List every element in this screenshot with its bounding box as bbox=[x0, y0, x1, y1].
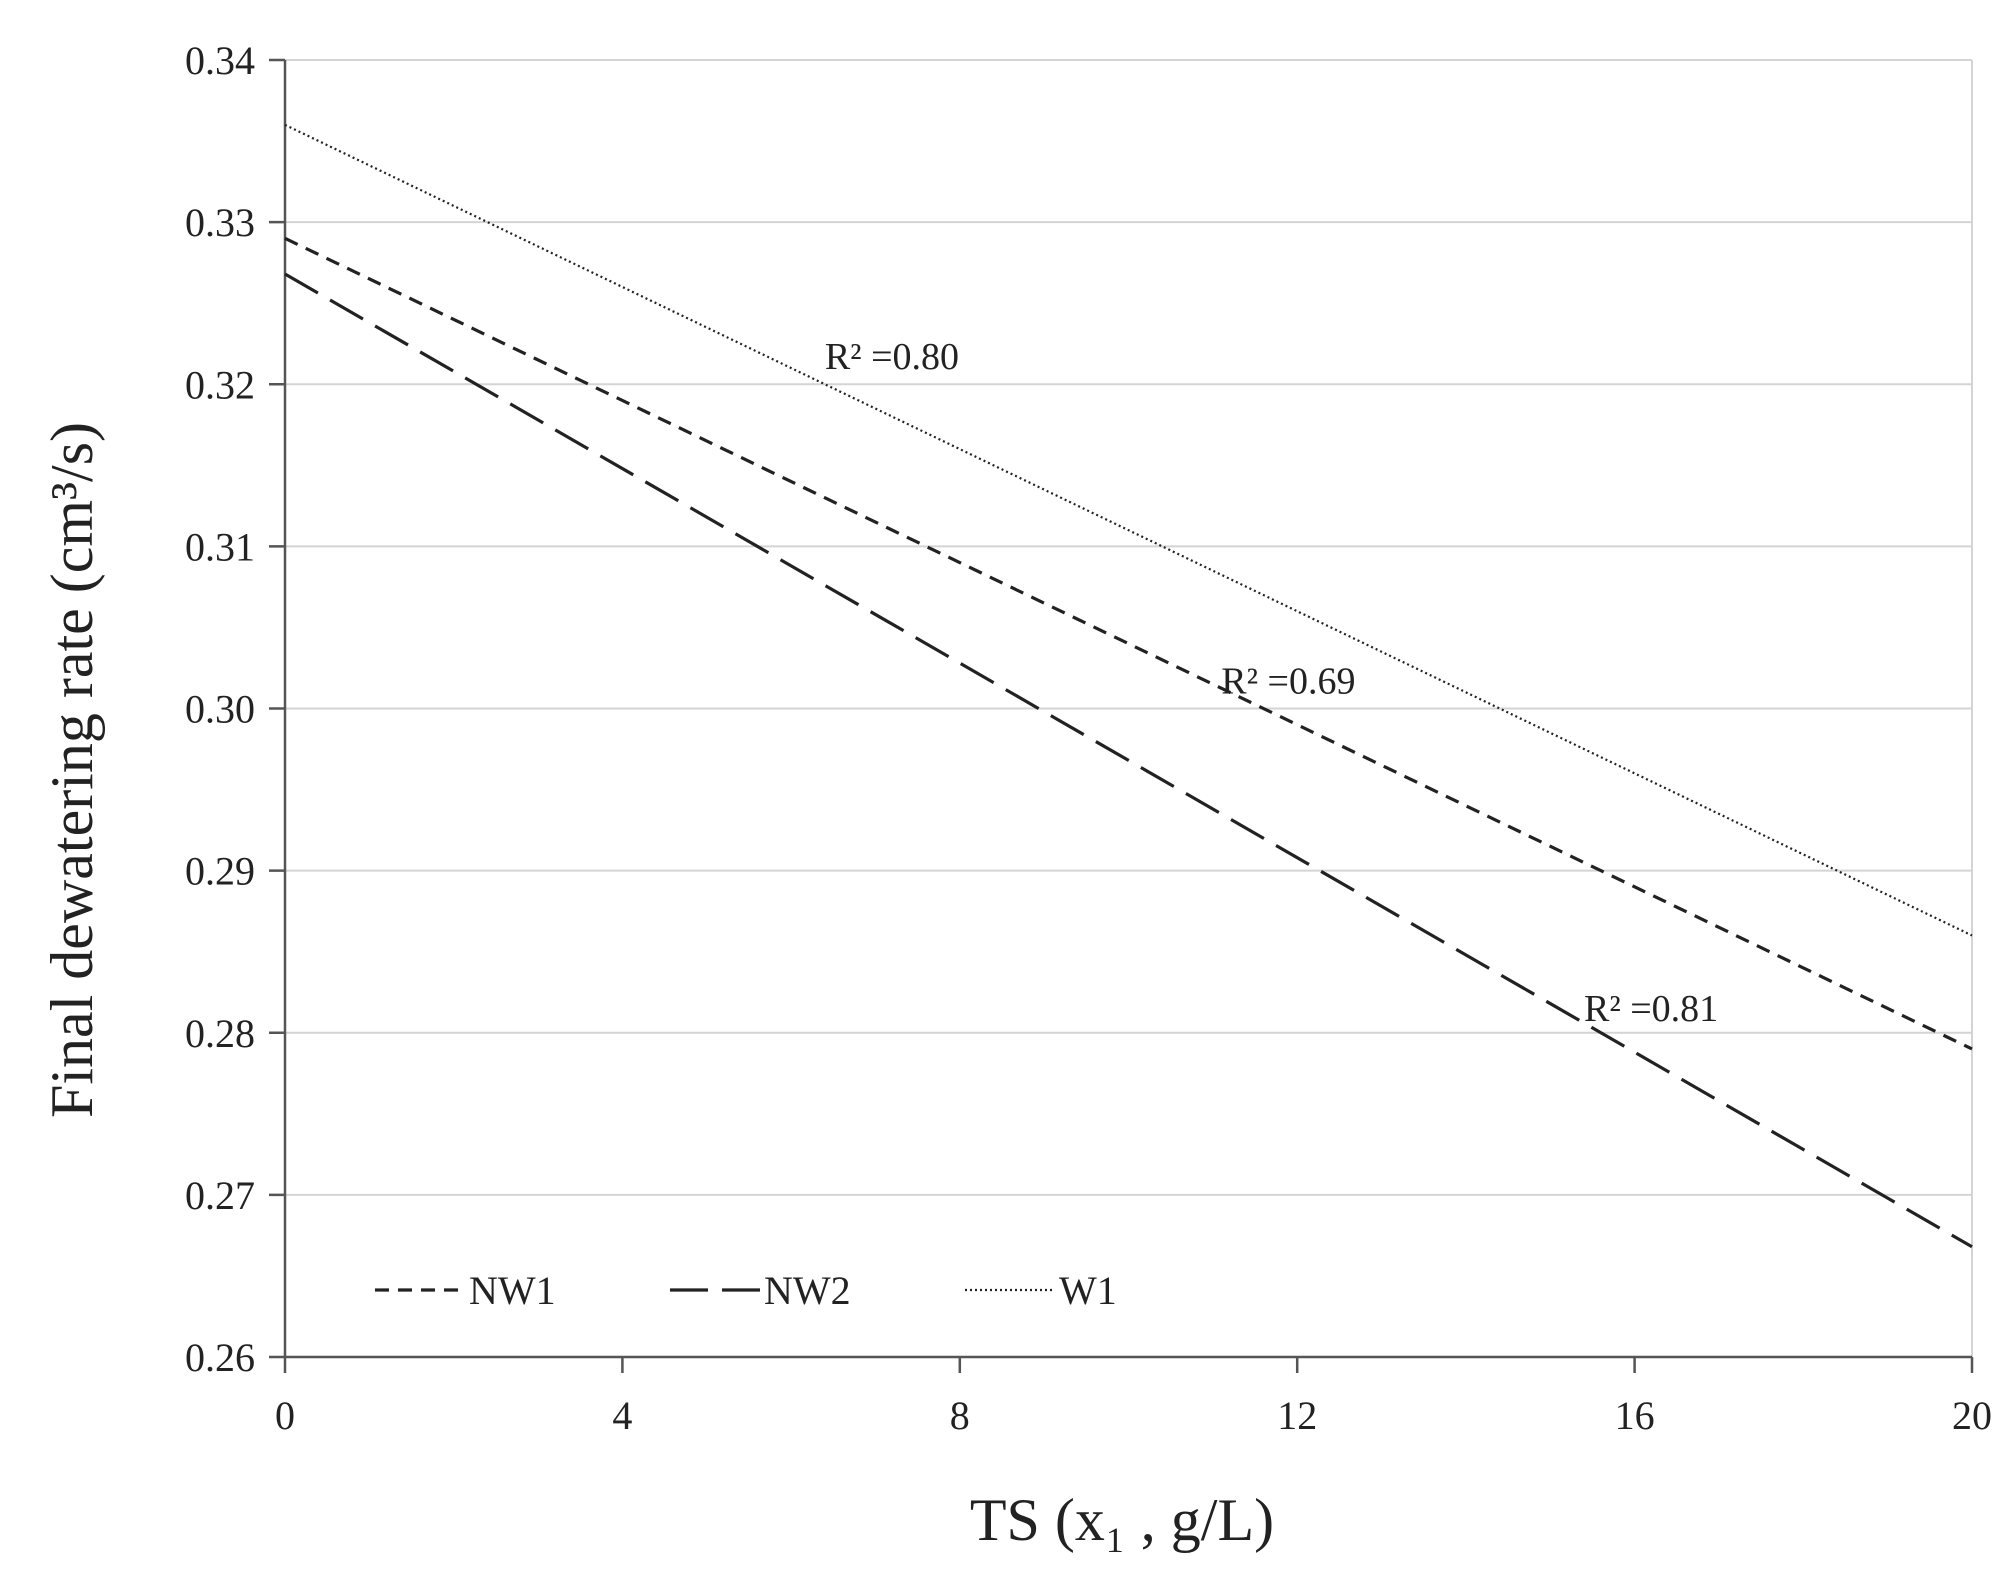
y-tick-label: 0.30 bbox=[185, 687, 255, 732]
series-line-nw2 bbox=[284, 272, 1973, 1249]
r-squared-annotation: R² =0.81 bbox=[1584, 988, 1718, 1030]
x-axis-title: TS (x₁ , g/L) bbox=[970, 1487, 1274, 1553]
r-squared-annotation: R² =0.80 bbox=[825, 336, 959, 378]
x-tick-label: 8 bbox=[950, 1393, 970, 1438]
y-tick-label: 0.32 bbox=[185, 362, 255, 407]
legend-label-nw2: NW2 bbox=[764, 1268, 851, 1313]
x-tick-label: 4 bbox=[612, 1393, 632, 1438]
y-tick-label: 0.34 bbox=[185, 38, 255, 83]
axes: 0.26 0.27 0.28 0.29 0.30 0.31 0.32 0.33 0.34 0 4 8 1… bbox=[185, 38, 1992, 1438]
y-tick-label: 0.33 bbox=[185, 200, 255, 245]
r-squared-annotation: R² =0.69 bbox=[1221, 660, 1355, 702]
x-tick-label: 0 bbox=[275, 1393, 295, 1438]
annotations: R² =0.80 R² =0.69 R² =0.81 bbox=[825, 336, 1718, 1030]
y-tick-label: 0.28 bbox=[185, 1011, 255, 1056]
series-lines bbox=[284, 123, 1973, 1249]
x-tick-label: 12 bbox=[1277, 1393, 1317, 1438]
y-tick-label: 0.29 bbox=[185, 849, 255, 894]
x-tick-label: 20 bbox=[1952, 1393, 1992, 1438]
series-line-w1 bbox=[284, 123, 1973, 937]
legend: NW1 NW2 W1 bbox=[375, 1268, 1117, 1313]
series-line-nw1 bbox=[284, 236, 1973, 1051]
x-tick-label: 16 bbox=[1615, 1393, 1655, 1438]
gridlines bbox=[285, 59, 1973, 1357]
y-axis-title: Final dewatering rate (cm³/s) bbox=[39, 422, 105, 1118]
y-tick-label: 0.26 bbox=[185, 1335, 255, 1380]
legend-label-w1: W1 bbox=[1059, 1268, 1117, 1313]
y-tick-label: 0.31 bbox=[185, 524, 255, 569]
y-tick-label: 0.27 bbox=[185, 1173, 255, 1218]
legend-label-nw1: NW1 bbox=[469, 1268, 556, 1313]
